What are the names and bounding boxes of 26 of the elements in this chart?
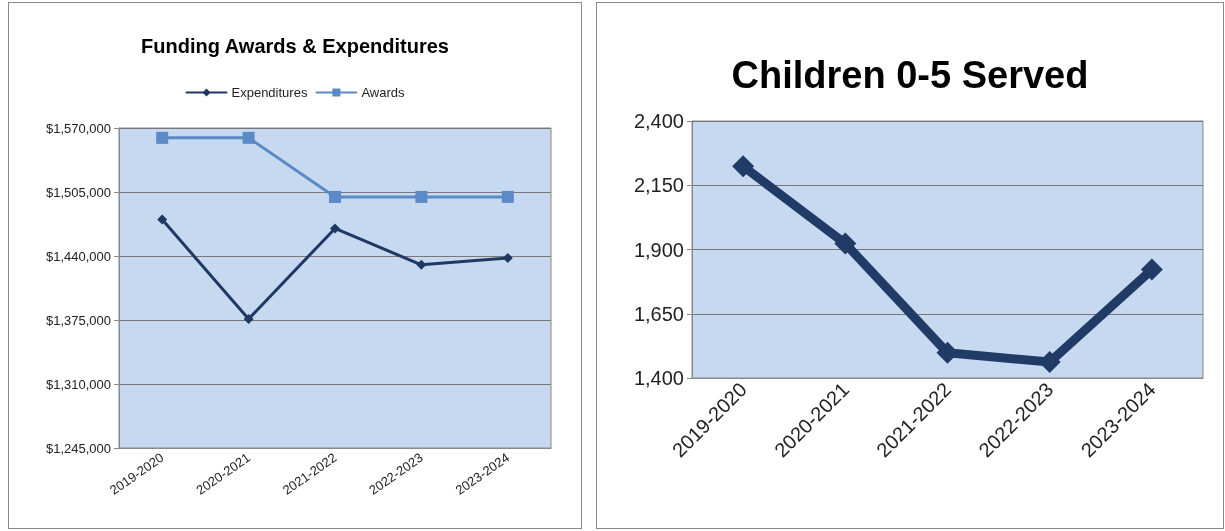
chart-title: Children 0-5 Served xyxy=(731,54,1089,96)
point xyxy=(834,232,857,255)
y-tick-label: $1,310,000 xyxy=(45,376,111,392)
point xyxy=(330,223,340,234)
y-tick-label: $1,375,000 xyxy=(45,312,111,328)
point xyxy=(329,190,341,203)
point xyxy=(501,190,514,203)
y-tick-label: 1,900 xyxy=(633,238,684,261)
point xyxy=(243,314,254,325)
chart-title: Funding Awards & Expenditures xyxy=(141,35,449,57)
y-tick-label: 1,650 xyxy=(633,302,684,325)
y-tick-label: 2,150 xyxy=(633,174,684,197)
point xyxy=(732,155,755,178)
point xyxy=(156,131,169,144)
y-tick-label: $1,570,000 xyxy=(45,120,111,136)
legend-label: Expenditures xyxy=(231,85,308,100)
y-tick-label: 2,400 xyxy=(633,110,684,132)
point xyxy=(416,259,427,270)
point xyxy=(242,131,255,144)
y-tick-label: $1,245,000 xyxy=(45,440,111,456)
point xyxy=(415,190,428,203)
point xyxy=(157,214,168,225)
legend-label: Awards xyxy=(361,85,405,100)
y-tick-label: $1,505,000 xyxy=(45,184,111,200)
point xyxy=(1140,258,1163,281)
y-tick-label: $1,440,000 xyxy=(45,248,111,264)
